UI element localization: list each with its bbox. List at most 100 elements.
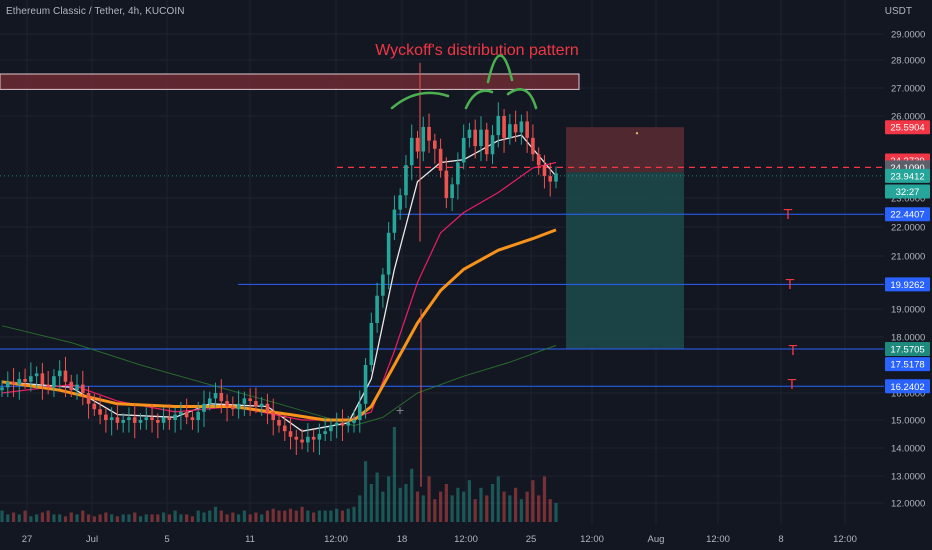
candle-body: [375, 295, 379, 323]
candle-body: [531, 137, 535, 155]
volume-bar: [248, 514, 252, 522]
y-tick-label: 14.0000: [891, 444, 925, 455]
x-tick-label: 25: [526, 534, 537, 545]
candle-body: [536, 154, 541, 166]
take-profit-zone[interactable]: [566, 172, 684, 350]
price-tag[interactable]: [885, 120, 930, 135]
volume-bar: [335, 508, 339, 522]
price-tag[interactable]: [885, 277, 930, 292]
volume-bar: [156, 514, 160, 522]
volume-bar: [58, 514, 62, 522]
price-tag[interactable]: [885, 342, 930, 357]
price-tag[interactable]: [885, 379, 930, 394]
volume-bar: [542, 476, 547, 522]
wyckoff-arc[interactable]: [506, 88, 538, 110]
candle-body: [242, 398, 247, 404]
candle-body: [508, 124, 512, 138]
candle-body: [502, 116, 506, 138]
candle-body: [11, 381, 16, 385]
volume-bar: [202, 512, 206, 522]
candle-body: [202, 403, 206, 412]
candle-body: [461, 137, 466, 163]
candle-body: [69, 381, 74, 391]
candle-body: [115, 417, 120, 423]
candle-body: [23, 379, 27, 382]
candle-body: [340, 422, 345, 426]
volume-bar: [242, 510, 246, 522]
stop-loss-zone[interactable]: [566, 127, 684, 173]
price-tag-label: 17.5705: [890, 345, 924, 356]
candle-body: [254, 401, 258, 407]
volume-bar: [138, 516, 143, 522]
candle-body: [196, 411, 201, 420]
volume-bar: [6, 514, 10, 522]
candle-body: [490, 135, 495, 155]
wyckoff-arc[interactable]: [390, 91, 450, 110]
candle-body: [404, 165, 408, 196]
ema-orange-line: [1, 228, 557, 422]
candle-body: [236, 403, 241, 410]
price-tag-label: 16.2402: [890, 382, 924, 393]
candle-body: [190, 417, 195, 420]
y-tick-label: 22.0000: [891, 223, 925, 234]
volume-bar: [456, 487, 460, 522]
price-tag[interactable]: [885, 184, 930, 199]
candle-body: [109, 417, 114, 420]
volume-bar: [86, 514, 91, 522]
volume-bar: [29, 516, 33, 522]
y-tick-label: 18.0000: [891, 333, 925, 344]
y-tick-label: 15.0000: [891, 416, 925, 427]
volume-bar: [237, 514, 241, 522]
volume-bar: [63, 516, 68, 522]
volume-bar: [283, 510, 287, 522]
volume-bar: [300, 506, 304, 522]
volume-bar: [121, 514, 125, 522]
volume-bar: [23, 510, 27, 522]
volume-bar: [508, 495, 512, 522]
volume-bar: [306, 510, 310, 522]
price-tag[interactable]: [885, 207, 930, 222]
volume-bar: [150, 514, 154, 522]
candle-body: [17, 379, 22, 385]
volume-bar: [179, 514, 183, 522]
wyckoff-arc[interactable]: [486, 54, 514, 84]
wyckoff-arc[interactable]: [464, 89, 494, 110]
volume-bar: [92, 516, 96, 522]
volume-bar: [323, 510, 327, 522]
volume-bar: [46, 510, 50, 522]
volume-bar: [392, 427, 397, 522]
price-tag[interactable]: [885, 168, 930, 183]
target-marker[interactable]: T: [788, 342, 797, 359]
volume-bar: [144, 514, 148, 522]
candle-body: [438, 148, 443, 171]
target-marker[interactable]: T: [785, 276, 794, 293]
volume-bar: [110, 514, 114, 522]
volume-bar: [352, 506, 356, 522]
price-tag-label: 23.9412: [890, 171, 924, 182]
volume-bar: [254, 512, 258, 522]
candle-body: [75, 384, 79, 391]
candle-body: [225, 401, 229, 407]
x-tick-label: 5: [164, 534, 169, 545]
candle-body: [132, 417, 137, 423]
pattern-annotation[interactable]: Wyckoff's distribution pattern: [375, 42, 579, 59]
volume-bar: [444, 484, 448, 522]
volume-bar: [35, 514, 39, 522]
price-tag-label: 17.5178: [890, 360, 924, 371]
volume-bar: [381, 491, 385, 522]
currency-label: USDT: [884, 6, 912, 17]
price-tag[interactable]: [885, 357, 930, 372]
target-marker[interactable]: T: [787, 376, 796, 393]
volume-bar: [329, 510, 333, 522]
volume-bar: [490, 484, 495, 522]
candle-body: [0, 387, 4, 391]
symbol-title[interactable]: Ethereum Classic / Tether, 4h, KUCOIN: [6, 6, 185, 17]
volume-bar: [421, 495, 425, 522]
resistance-zone-box[interactable]: [0, 73, 580, 90]
target-marker[interactable]: T: [783, 206, 792, 223]
y-tick-label: 13.0000: [891, 472, 925, 483]
candle-body: [548, 176, 553, 182]
ema-mid-line: [1, 161, 557, 421]
candle-body: [144, 417, 149, 420]
